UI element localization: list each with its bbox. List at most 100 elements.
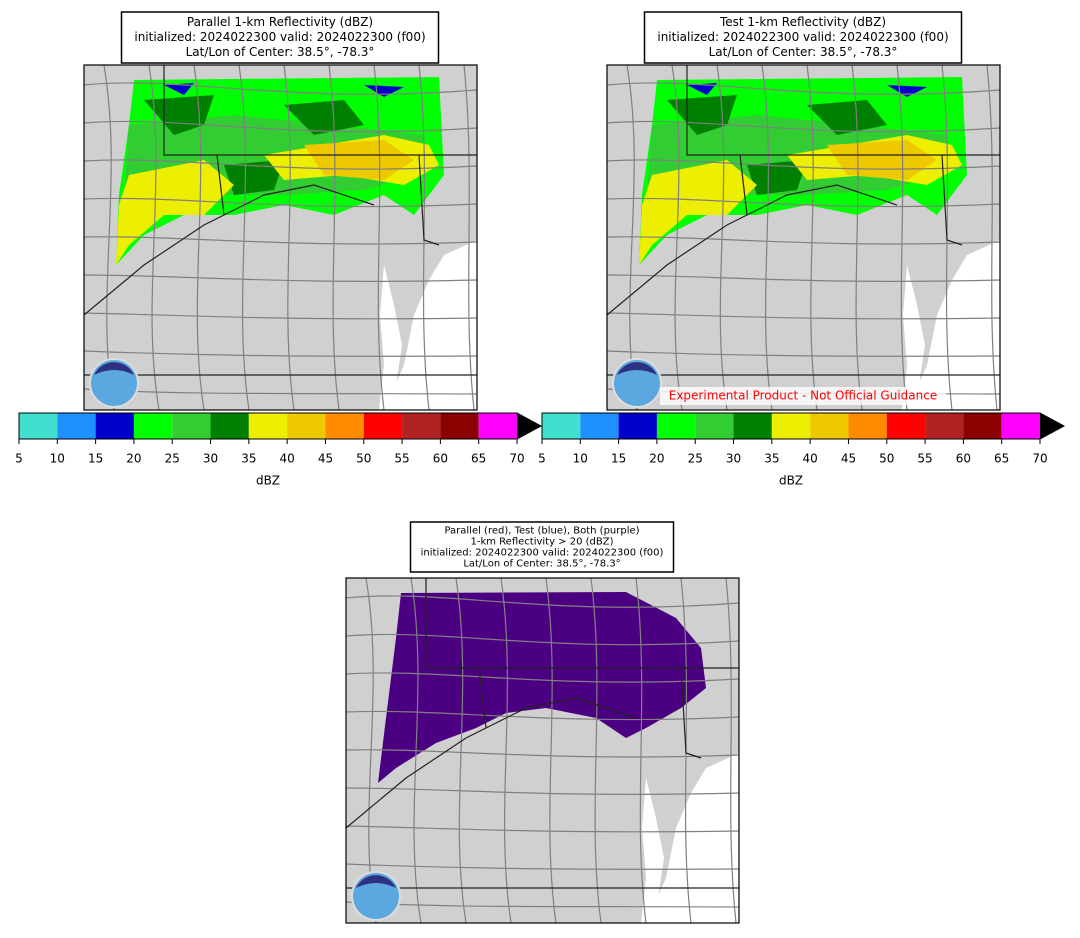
colorbar-segment: [19, 413, 58, 439]
colorbar-extend: [1040, 413, 1064, 439]
map: [83, 64, 478, 411]
title-line: Parallel (red), Test (blue), Both (purpl…: [444, 526, 639, 537]
state-line: [680, 667, 702, 759]
county-line: [345, 710, 740, 721]
state-line: [83, 184, 375, 316]
colorbar-segment: [886, 413, 926, 439]
county-line: [545, 577, 557, 924]
colorbar-tick-label: 30: [203, 452, 218, 466]
logo-top: [94, 362, 134, 375]
county-line: [83, 236, 478, 245]
colorbar-tick-label: 10: [573, 452, 588, 466]
map-frame: [345, 577, 740, 924]
colorbar-frame: [18, 412, 543, 440]
colorbar-tick-label: 65: [994, 452, 1009, 466]
county-line: [148, 64, 160, 411]
colorbar-tick-label: 5: [538, 452, 546, 466]
water: [902, 240, 1000, 410]
state-line: [606, 184, 898, 316]
colorbar-segment: [172, 413, 211, 439]
colorbar-segment: [1001, 413, 1040, 439]
title-line: initialized: 2024022300 valid: 202402230…: [134, 30, 425, 44]
county-line: [345, 787, 740, 795]
county-line: [345, 825, 740, 833]
county-line: [606, 236, 1001, 245]
map-frame: [83, 64, 478, 411]
colorbar-segment: [478, 413, 517, 439]
colorbar-tick-label: 40: [280, 452, 295, 466]
colorbar-segment: [580, 413, 619, 439]
colorbar-extend: [517, 413, 541, 439]
colorbar-segment: [210, 413, 249, 439]
colorbar-tick-label: 15: [88, 452, 103, 466]
colorbar-tick-label: 15: [611, 452, 626, 466]
colorbar-label: dBZ: [256, 474, 280, 488]
state-line: [941, 154, 963, 246]
colorbar-tick-label: 50: [879, 452, 894, 466]
county-line: [83, 120, 478, 133]
county-line: [635, 577, 647, 924]
county-line: [83, 82, 478, 95]
water: [641, 753, 739, 923]
colorbar-tick-label: 45: [841, 452, 856, 466]
colorbar-tick-label: 25: [165, 452, 180, 466]
county-line: [83, 350, 478, 357]
colorbar-segment: [695, 413, 734, 439]
colorbar-tick-label: 60: [956, 452, 971, 466]
title-line: Parallel 1-km Reflectivity (dBZ): [187, 15, 373, 29]
state-line: [425, 578, 739, 669]
title-line: 1-km Reflectivity > 20 (dBZ): [470, 537, 613, 548]
map-frame: [606, 64, 1001, 411]
county-line: [345, 749, 740, 758]
colorbar-segment: [133, 413, 173, 439]
colorbar-segment: [542, 413, 581, 439]
colorbar-segment: [963, 413, 1002, 439]
colorbar-segment: [95, 413, 134, 439]
colorbar-tick-label: 55: [917, 452, 932, 466]
county-line: [83, 197, 478, 208]
overlap: [378, 592, 706, 783]
colorbar-tick-label: 50: [356, 452, 371, 466]
colorbar-segment: [771, 413, 811, 439]
colorbar-tick-label: 10: [50, 452, 65, 466]
state-line: [163, 65, 477, 156]
title-line: Lat/Lon of Center: 38.5°, -78.3°: [186, 45, 375, 59]
colorbar-tick-label: 20: [126, 452, 141, 466]
colorbar-segment: [325, 413, 364, 439]
county-line: [606, 312, 1001, 320]
water: [379, 240, 477, 410]
colorbar-tick-label: 45: [318, 452, 333, 466]
title-line: initialized: 2024022300 valid: 202402230…: [657, 30, 948, 44]
colorbar-segment: [810, 413, 849, 439]
colorbar-label: dBZ: [779, 474, 803, 488]
title-line: Test 1-km Reflectivity (dBZ): [719, 15, 886, 29]
county-line: [896, 64, 908, 411]
county-line: [725, 577, 737, 924]
title-line: initialized: 2024022300 valid: 202402230…: [421, 548, 664, 559]
logo-top: [356, 875, 396, 888]
title-line: Lat/Lon of Center: 38.5°, -78.3°: [463, 559, 620, 570]
county-line: [590, 577, 602, 924]
state-line: [478, 667, 487, 729]
precip-gold: [827, 140, 937, 180]
county-line: [671, 64, 683, 411]
colorbar-segment: [925, 413, 964, 439]
title-line: Lat/Lon of Center: 38.5°, -78.3°: [709, 45, 898, 59]
title-box: [120, 11, 440, 64]
colorbar-segment: [618, 413, 657, 439]
state-line: [739, 154, 748, 216]
colorbar-tick-label: 55: [394, 452, 409, 466]
county-line: [83, 312, 478, 320]
note-bg: [660, 387, 946, 405]
state-line: [216, 154, 225, 216]
county-line: [345, 863, 740, 870]
logo-top: [617, 362, 657, 375]
colorbar-segment: [656, 413, 696, 439]
precip-blue: [164, 83, 404, 97]
colorbar-segment: [57, 413, 96, 439]
precip-blue: [687, 83, 927, 97]
colorbar-segment: [287, 413, 326, 439]
colorbar-tick-label: 5: [15, 452, 23, 466]
colorbar-segment: [848, 413, 887, 439]
